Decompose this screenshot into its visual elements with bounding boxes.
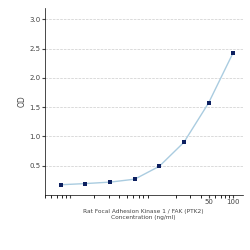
Point [206, 101, 210, 105]
Point [133, 177, 137, 181]
Point [59, 183, 63, 187]
Point [108, 180, 112, 184]
Point [182, 140, 186, 144]
Point [231, 50, 235, 54]
X-axis label: Rat Focal Adhesion Kinase 1 / FAK (PTK2)
Concentration (ng/ml): Rat Focal Adhesion Kinase 1 / FAK (PTK2)… [84, 209, 204, 220]
Point [157, 164, 161, 168]
Point [84, 182, 87, 186]
Y-axis label: OD: OD [18, 95, 27, 107]
